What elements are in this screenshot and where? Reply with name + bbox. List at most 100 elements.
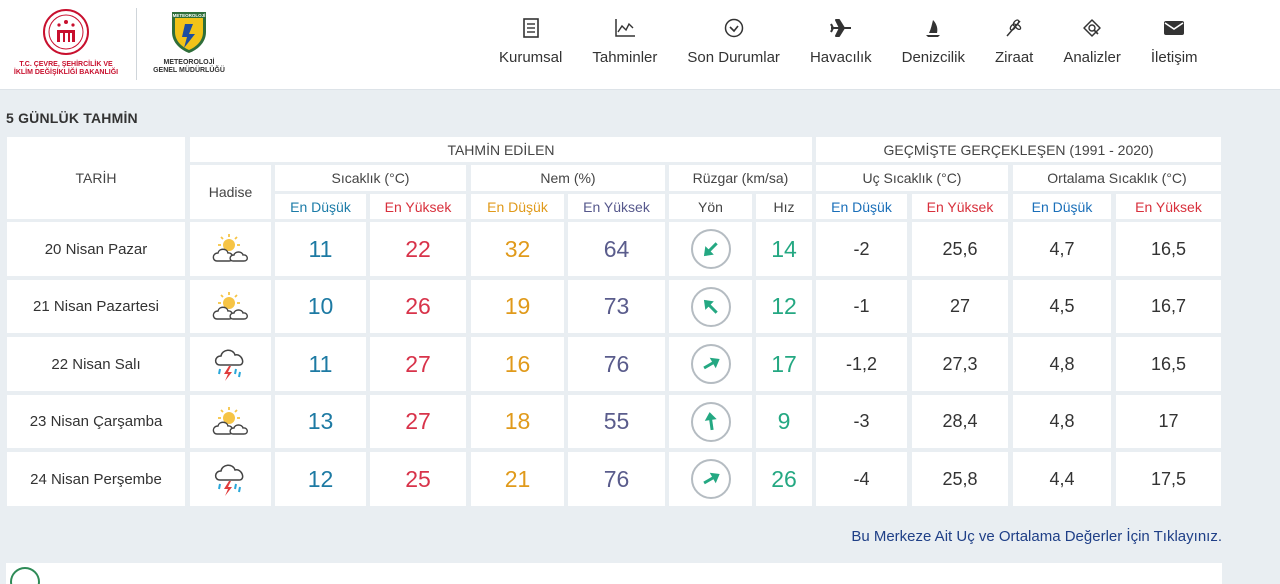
row-average-low: 4,8 (1013, 337, 1111, 391)
row-wind-direction (669, 395, 752, 448)
ne-arrow-icon (690, 344, 731, 384)
row-temp-high: 27 (370, 395, 466, 448)
row-extreme-low: -3 (816, 395, 907, 448)
row-date: 23 Nisan Çarşamba (7, 395, 185, 448)
row-temp-low: 11 (275, 222, 366, 276)
mgm-logo[interactable]: METEOROLOJİ METEOROLOJİ GENEL MÜDÜRLÜĞÜ (140, 8, 238, 84)
row-temp-high: 25 (370, 452, 466, 506)
airplane-icon (829, 16, 853, 40)
nav-son-durumlar[interactable]: Son Durumlar (672, 0, 795, 90)
row-wind-speed: 12 (756, 280, 812, 333)
n-arrow-icon (690, 401, 731, 442)
nav-label-son-durumlar: Son Durumlar (687, 49, 780, 66)
row-average-high: 16,5 (1116, 337, 1221, 391)
row-extreme-low: -1 (816, 280, 907, 333)
thunderstorm-icon (190, 337, 271, 391)
row-wind-direction (669, 222, 752, 276)
row-date: 24 Nisan Perşembe (7, 452, 185, 506)
mgm-shield-icon: METEOROLOJİ (172, 12, 206, 53)
row-temp-high: 22 (370, 222, 466, 276)
sub-wind-speed: Hız (756, 194, 812, 219)
row-humidity-high: 64 (568, 222, 665, 276)
row-average-low: 4,8 (1013, 395, 1111, 448)
row-humidity-high: 73 (568, 280, 665, 333)
nav-label-kurumsal: Kurumsal (499, 49, 563, 66)
row-humidity-low: 21 (471, 452, 564, 506)
row-wind-direction (669, 280, 752, 333)
row-date: 21 Nisan Pazartesi (7, 280, 185, 333)
nav-label-iletisim: İletişim (1150, 49, 1198, 66)
row-wind-direction (669, 452, 752, 506)
mgm-badge-text: METEOROLOJİ (173, 12, 206, 18)
sub-temp-low: En Düşük (275, 194, 366, 219)
row-temp-high: 27 (370, 337, 466, 391)
row-wind-speed: 17 (756, 337, 812, 391)
logo-divider (136, 8, 137, 80)
nav-ziraat[interactable]: Ziraat (980, 0, 1048, 90)
row-temp-low: 10 (275, 280, 366, 333)
row-extreme-low: -1,2 (816, 337, 907, 391)
sub-extreme-low: En Düşük (816, 194, 907, 219)
header-history-group: GEÇMİŞTE GERÇEKLEŞEN (1991 - 2020) (816, 137, 1221, 162)
row-extreme-high: 28,4 (912, 395, 1008, 448)
nav-iletisim[interactable]: İletişim (1136, 0, 1213, 90)
header-date: TARİH (7, 137, 185, 219)
row-temp-low: 13 (275, 395, 366, 448)
header-average-temp: Ortalama Sıcaklık (°C) (1013, 165, 1221, 191)
nav-kurumsal[interactable]: Kurumsal (484, 0, 577, 90)
row-humidity-high: 76 (568, 337, 665, 391)
partly-cloudy-icon (190, 222, 271, 276)
header-humidity: Nem (%) (471, 165, 665, 191)
row-average-high: 17,5 (1116, 452, 1221, 506)
check-circle-icon (722, 16, 746, 40)
sub-extreme-high: En Yüksek (912, 194, 1008, 219)
row-date: 20 Nisan Pazar (7, 222, 185, 276)
bottom-panel (6, 563, 1222, 584)
row-extreme-high: 25,8 (912, 452, 1008, 506)
ministry-logo-line2: İKLİM DEĞİŞİKLİĞİ BAKANLIĞI (13, 69, 119, 76)
nav-label-havacilik: Havacılık (809, 49, 872, 66)
ministry-seal-icon (43, 9, 89, 55)
wheat-icon (1002, 16, 1026, 40)
row-extreme-low: -4 (816, 452, 907, 506)
nav-analizler[interactable]: Analizler (1048, 0, 1136, 90)
sub-temp-high: En Yüksek (370, 194, 466, 219)
header-wind: Rüzgar (km/sa) (669, 165, 812, 191)
nav-label-ziraat: Ziraat (994, 49, 1034, 66)
row-average-high: 16,5 (1116, 222, 1221, 276)
header-extreme-temp: Uç Sıcaklık (°C) (816, 165, 1008, 191)
site-header: T.C. ÇEVRE, ŞEHİRCİLİK VE İKLİM DEĞİŞİKL… (0, 0, 1280, 90)
row-extreme-low: -2 (816, 222, 907, 276)
row-temp-high: 26 (370, 280, 466, 333)
sub-wind-direction: Yön (669, 194, 752, 219)
nav-havacilik[interactable]: Havacılık (795, 0, 887, 90)
mgm-logo-line2: GENEL MÜDÜRLÜĞÜ (153, 67, 225, 74)
sailboat-icon (921, 16, 945, 40)
row-average-low: 4,4 (1013, 452, 1111, 506)
main-nav: Kurumsal Tahminler Son Durumlar Havacılı… (484, 0, 1213, 90)
row-average-low: 4,5 (1013, 280, 1111, 333)
nav-tahminler[interactable]: Tahminler (577, 0, 672, 90)
row-humidity-high: 76 (568, 452, 665, 506)
ministry-logo[interactable]: T.C. ÇEVRE, ŞEHİRCİLİK VE İKLİM DEĞİŞİKL… (0, 8, 132, 84)
row-humidity-low: 19 (471, 280, 564, 333)
nav-denizcilik[interactable]: Denizcilik (887, 0, 980, 90)
document-icon (519, 16, 543, 40)
sw-arrow-icon (690, 229, 731, 269)
header-forecast-group: TAHMİN EDİLEN (190, 137, 812, 162)
section-title: 5 GÜNLÜK TAHMİN (6, 110, 138, 126)
row-humidity-low: 32 (471, 222, 564, 276)
partly-cloudy-icon (190, 280, 271, 333)
sub-humidity-low: En Düşük (471, 194, 564, 219)
header-event: Hadise (190, 165, 271, 219)
envelope-icon (1162, 16, 1186, 40)
nav-label-analizler: Analizler (1063, 49, 1121, 66)
chart-icon (613, 16, 637, 40)
row-extreme-high: 27 (912, 280, 1008, 333)
row-humidity-low: 18 (471, 395, 564, 448)
historical-values-link[interactable]: Bu Merkeze Ait Uç ve Ortalama Değerler İ… (851, 528, 1222, 545)
mgm-logo-line1: METEOROLOJİ (163, 59, 215, 66)
ne-arrow-icon (690, 459, 731, 499)
row-average-high: 17 (1116, 395, 1221, 448)
